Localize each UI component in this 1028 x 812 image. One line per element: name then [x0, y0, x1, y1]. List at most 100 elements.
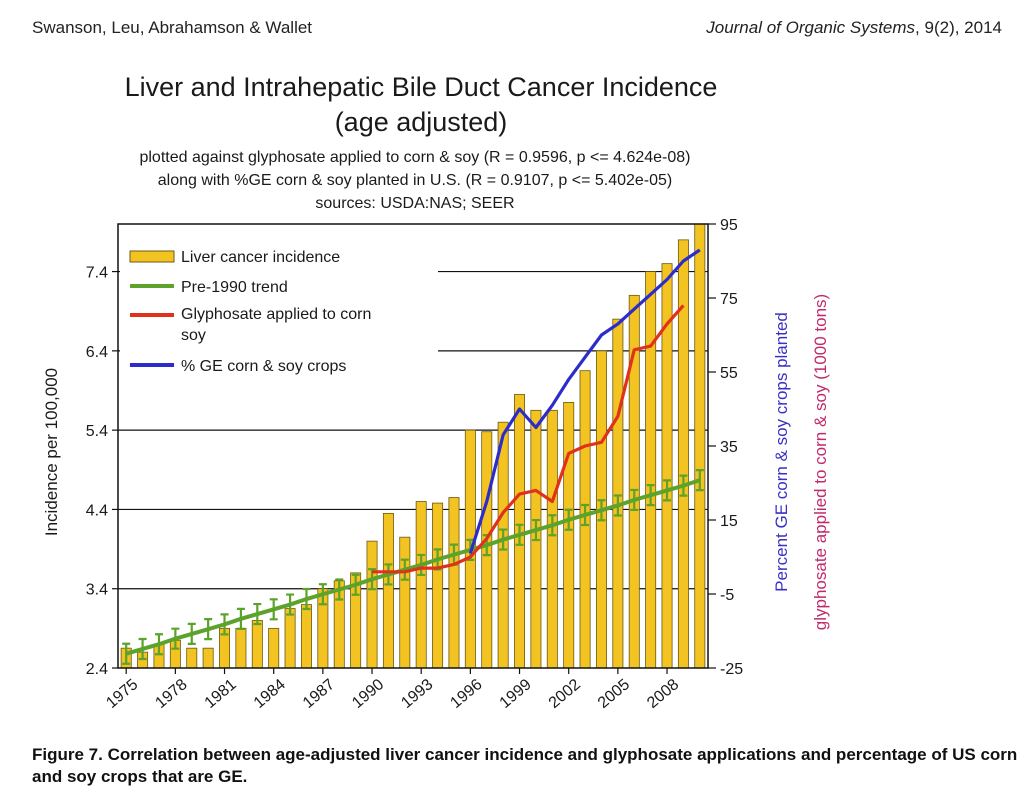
bar — [382, 512, 394, 669]
right-tick-label: -25 — [720, 661, 743, 678]
x-tick-label: 1984 — [251, 676, 289, 712]
legend: Liver cancer incidence Pre-1990 trend Gl… — [120, 240, 438, 382]
x-tick-label: 1999 — [497, 676, 535, 712]
bar — [694, 223, 706, 669]
chart-subtitle-3: sources: USDA:NAS; SEER — [315, 195, 514, 212]
trend-errorbar — [286, 593, 295, 616]
left-tick-label: 2.4 — [86, 661, 108, 678]
trend-errorbar — [695, 468, 704, 492]
bar — [612, 318, 624, 669]
trend-errorbar — [220, 613, 229, 636]
trend-errorbar — [253, 602, 262, 626]
legend-label-bar: Liver cancer incidence — [181, 249, 340, 266]
x-tick-label: 1981 — [202, 676, 240, 712]
trend-errorbar — [154, 633, 163, 656]
trend-errorbar — [335, 578, 344, 601]
glyphosate-line — [372, 304, 685, 574]
right-tick-label: 75 — [720, 291, 738, 308]
legend-label-glyphosate-line2: soy — [181, 327, 206, 344]
bar — [546, 409, 558, 669]
chart-title: Liver and Intrahepatic Bile Duct Cancer … — [125, 72, 718, 102]
bar — [235, 627, 247, 669]
trend-errorbar — [138, 637, 147, 661]
trend-errorbar — [400, 558, 409, 581]
trend-errorbar — [269, 598, 278, 621]
right-tick-label: 35 — [720, 439, 738, 456]
bar — [284, 608, 296, 669]
chart-subtitle-2: along with %GE corn & soy planted in U.S… — [158, 172, 673, 189]
trend-errorbar — [646, 484, 655, 507]
x-tick-label: 1993 — [398, 676, 436, 712]
x-tick-label: 2002 — [546, 676, 584, 712]
legend-box — [120, 240, 438, 382]
legend-label-trend: Pre-1990 trend — [181, 279, 288, 296]
trend-errorbar — [122, 642, 131, 665]
journal-volume: , 9(2), 2014 — [915, 18, 1002, 37]
trend-errorbar — [302, 587, 311, 611]
legend-label-ge: % GE corn & soy crops — [181, 358, 346, 375]
trend-errorbar — [564, 508, 573, 531]
left-tick-label: 7.4 — [86, 265, 108, 282]
x-tick-label: 1978 — [152, 676, 190, 712]
bar — [563, 401, 575, 669]
right-tick-label: 95 — [720, 217, 738, 234]
right-tick-label: 55 — [720, 365, 738, 382]
right-tick-label: 15 — [720, 513, 738, 530]
trend-errorbar — [630, 488, 639, 512]
left-axis-label: Incidence per 100,000 — [42, 368, 61, 536]
trend-errorbar — [187, 622, 196, 646]
trend-errorbar — [384, 563, 393, 586]
right-tick-label: -5 — [720, 587, 734, 604]
bar — [645, 271, 657, 669]
left-tick-label: 6.4 — [86, 344, 108, 361]
chart-subtitle-1: plotted against glyphosate applied to co… — [139, 149, 690, 166]
trend-errorbar — [318, 583, 327, 606]
trend-errorbar — [499, 528, 508, 551]
bar — [268, 627, 280, 669]
trend-errorbar — [679, 474, 688, 497]
x-tick-label: 2005 — [595, 676, 633, 712]
legend-swatch-bar — [129, 250, 175, 263]
trend-errorbar — [548, 514, 557, 537]
left-tick-label: 4.4 — [86, 502, 108, 519]
trend-errorbar — [613, 494, 622, 517]
legend-label-glyphosate-line1: Glyphosate applied to corn — [181, 306, 371, 323]
header-authors: Swanson, Leu, Abrahamson & Wallet — [32, 18, 313, 37]
x-tick-label: 1996 — [447, 676, 485, 712]
bar — [251, 620, 263, 669]
trend-errorbar — [663, 479, 672, 502]
trend-errorbar — [204, 618, 213, 641]
figure-caption: Figure 7. Correlation between age-adjust… — [32, 745, 1018, 786]
trend-errorbar — [531, 518, 540, 542]
trend-errorbar — [597, 499, 606, 522]
x-tick-label: 2008 — [644, 676, 682, 712]
bar — [202, 647, 214, 669]
trend-errorbar — [581, 503, 590, 527]
header-journal: Journal of Organic Systems, 9(2), 2014 — [706, 18, 1002, 38]
bar — [448, 497, 460, 669]
trend-errorbar — [236, 607, 245, 630]
trend-errorbar — [515, 523, 524, 546]
ge-line — [468, 248, 701, 554]
x-tick-label: 1990 — [349, 676, 387, 712]
bar — [399, 536, 411, 669]
bar — [415, 501, 427, 669]
right-axis-label-glyphosate: glyphosate applied to corn & soy (1000 t… — [811, 294, 830, 630]
journal-name: Journal of Organic Systems — [706, 18, 916, 37]
x-tick-label: 1975 — [103, 676, 141, 712]
right-axis-label-ge: Percent GE corn & soy crops planted — [772, 312, 791, 592]
bar — [677, 239, 689, 669]
left-tick-label: 5.4 — [86, 423, 108, 440]
left-tick-label: 3.4 — [86, 582, 108, 599]
trend-errorbar — [171, 627, 180, 650]
line-series — [372, 248, 701, 574]
bar — [432, 502, 444, 669]
bar — [300, 604, 312, 669]
trend-line — [125, 478, 701, 656]
chart-title-line2: (age adjusted) — [335, 107, 508, 137]
trend-errorbar — [417, 553, 426, 577]
x-tick-label: 1987 — [300, 676, 338, 712]
bar — [186, 647, 198, 669]
bar — [366, 540, 378, 669]
